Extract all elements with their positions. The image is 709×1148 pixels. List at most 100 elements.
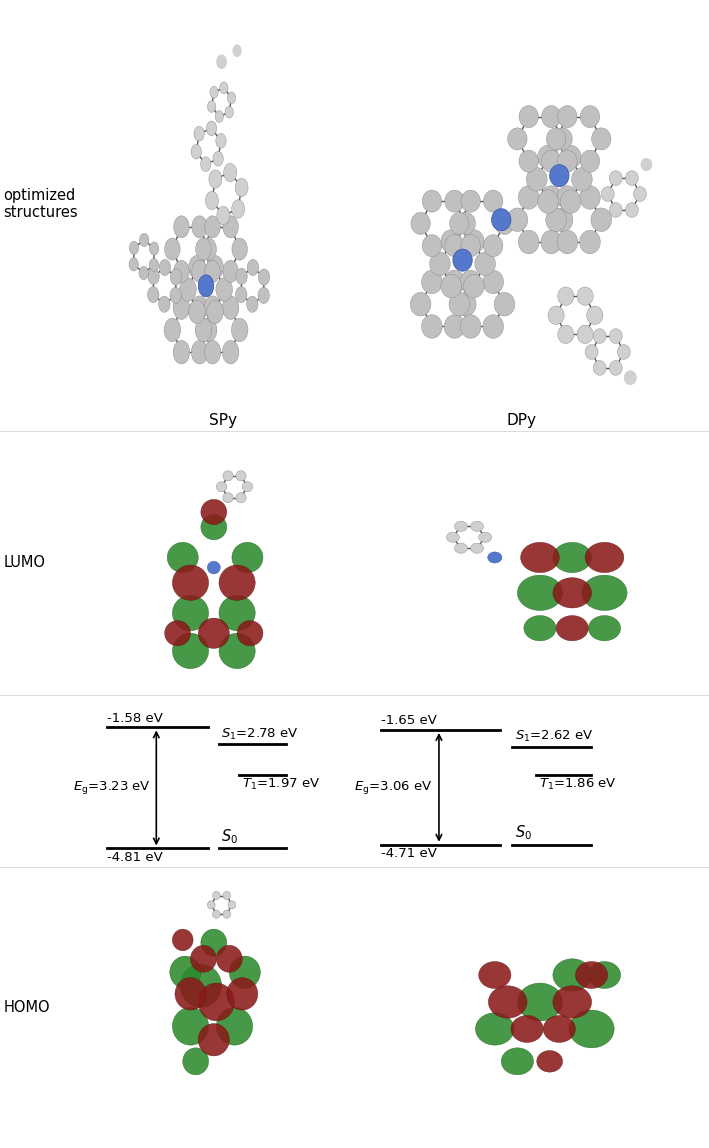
Circle shape — [164, 318, 181, 342]
Circle shape — [494, 293, 515, 316]
Circle shape — [191, 341, 208, 364]
Circle shape — [194, 126, 204, 141]
Circle shape — [460, 270, 481, 294]
Circle shape — [507, 208, 527, 232]
Circle shape — [204, 296, 220, 319]
Text: -4.71 eV: -4.71 eV — [381, 847, 437, 860]
Circle shape — [191, 145, 201, 160]
Circle shape — [558, 150, 577, 172]
Circle shape — [558, 325, 574, 343]
Text: $E_{\rm g}$=3.23 eV: $E_{\rm g}$=3.23 eV — [73, 779, 151, 797]
Circle shape — [580, 150, 600, 172]
Circle shape — [471, 521, 484, 532]
Circle shape — [172, 596, 208, 630]
Circle shape — [150, 242, 159, 255]
Circle shape — [192, 261, 207, 282]
Circle shape — [170, 287, 182, 303]
Circle shape — [236, 269, 247, 285]
Circle shape — [180, 964, 221, 1008]
Circle shape — [501, 1048, 534, 1075]
Circle shape — [231, 318, 248, 342]
Circle shape — [210, 86, 218, 98]
Circle shape — [213, 910, 220, 918]
Circle shape — [258, 287, 269, 303]
Circle shape — [174, 261, 189, 282]
Circle shape — [587, 307, 603, 325]
Circle shape — [456, 212, 476, 234]
Circle shape — [593, 328, 606, 343]
Text: -4.81 eV: -4.81 eV — [107, 851, 163, 864]
Circle shape — [258, 269, 269, 285]
Circle shape — [560, 189, 581, 214]
Circle shape — [577, 325, 593, 343]
Circle shape — [422, 270, 442, 294]
Circle shape — [236, 471, 246, 481]
Circle shape — [484, 191, 503, 212]
Circle shape — [172, 565, 208, 600]
Circle shape — [537, 1050, 562, 1072]
Circle shape — [560, 146, 581, 169]
Circle shape — [461, 234, 480, 257]
Circle shape — [518, 575, 562, 611]
Circle shape — [444, 315, 465, 339]
Circle shape — [223, 910, 230, 918]
Circle shape — [207, 256, 223, 279]
Circle shape — [196, 238, 211, 261]
Circle shape — [625, 202, 638, 217]
Circle shape — [445, 234, 464, 257]
Circle shape — [173, 341, 190, 364]
Circle shape — [454, 521, 467, 532]
Circle shape — [441, 274, 462, 297]
Circle shape — [232, 200, 245, 218]
Circle shape — [223, 261, 238, 282]
Circle shape — [224, 163, 237, 181]
Circle shape — [580, 186, 601, 209]
Circle shape — [454, 543, 467, 553]
Circle shape — [199, 1024, 229, 1056]
Circle shape — [520, 542, 559, 573]
Circle shape — [223, 216, 238, 238]
Circle shape — [213, 892, 220, 900]
Circle shape — [215, 110, 223, 123]
Circle shape — [576, 962, 608, 988]
Circle shape — [541, 231, 562, 254]
Circle shape — [553, 986, 591, 1018]
Circle shape — [582, 575, 627, 611]
Circle shape — [519, 150, 538, 172]
Circle shape — [216, 1008, 252, 1045]
Circle shape — [549, 164, 569, 187]
Circle shape — [422, 315, 442, 339]
Circle shape — [160, 259, 171, 276]
Circle shape — [149, 258, 159, 272]
Circle shape — [164, 238, 180, 261]
Circle shape — [220, 82, 228, 94]
Circle shape — [609, 360, 623, 375]
Circle shape — [519, 106, 538, 127]
Text: LUMO: LUMO — [4, 554, 45, 571]
Circle shape — [518, 231, 539, 254]
Circle shape — [199, 274, 214, 297]
Text: $T_1$=1.97 eV: $T_1$=1.97 eV — [242, 777, 320, 792]
Circle shape — [216, 133, 226, 148]
Circle shape — [542, 106, 561, 127]
Circle shape — [183, 1048, 208, 1075]
Circle shape — [223, 892, 230, 900]
Circle shape — [174, 216, 189, 238]
Text: optimized
structures: optimized structures — [4, 187, 78, 220]
Circle shape — [548, 307, 564, 325]
Circle shape — [207, 901, 215, 909]
Circle shape — [618, 344, 630, 359]
Circle shape — [139, 266, 148, 280]
Circle shape — [179, 278, 196, 301]
Circle shape — [476, 1013, 514, 1045]
Text: $S_0$: $S_0$ — [221, 828, 238, 846]
Circle shape — [591, 208, 612, 232]
Circle shape — [541, 186, 562, 209]
Circle shape — [447, 533, 459, 542]
Circle shape — [227, 978, 258, 1010]
Circle shape — [201, 929, 227, 956]
Circle shape — [489, 986, 527, 1018]
Circle shape — [625, 171, 638, 186]
Circle shape — [423, 191, 442, 212]
Circle shape — [569, 1010, 614, 1048]
